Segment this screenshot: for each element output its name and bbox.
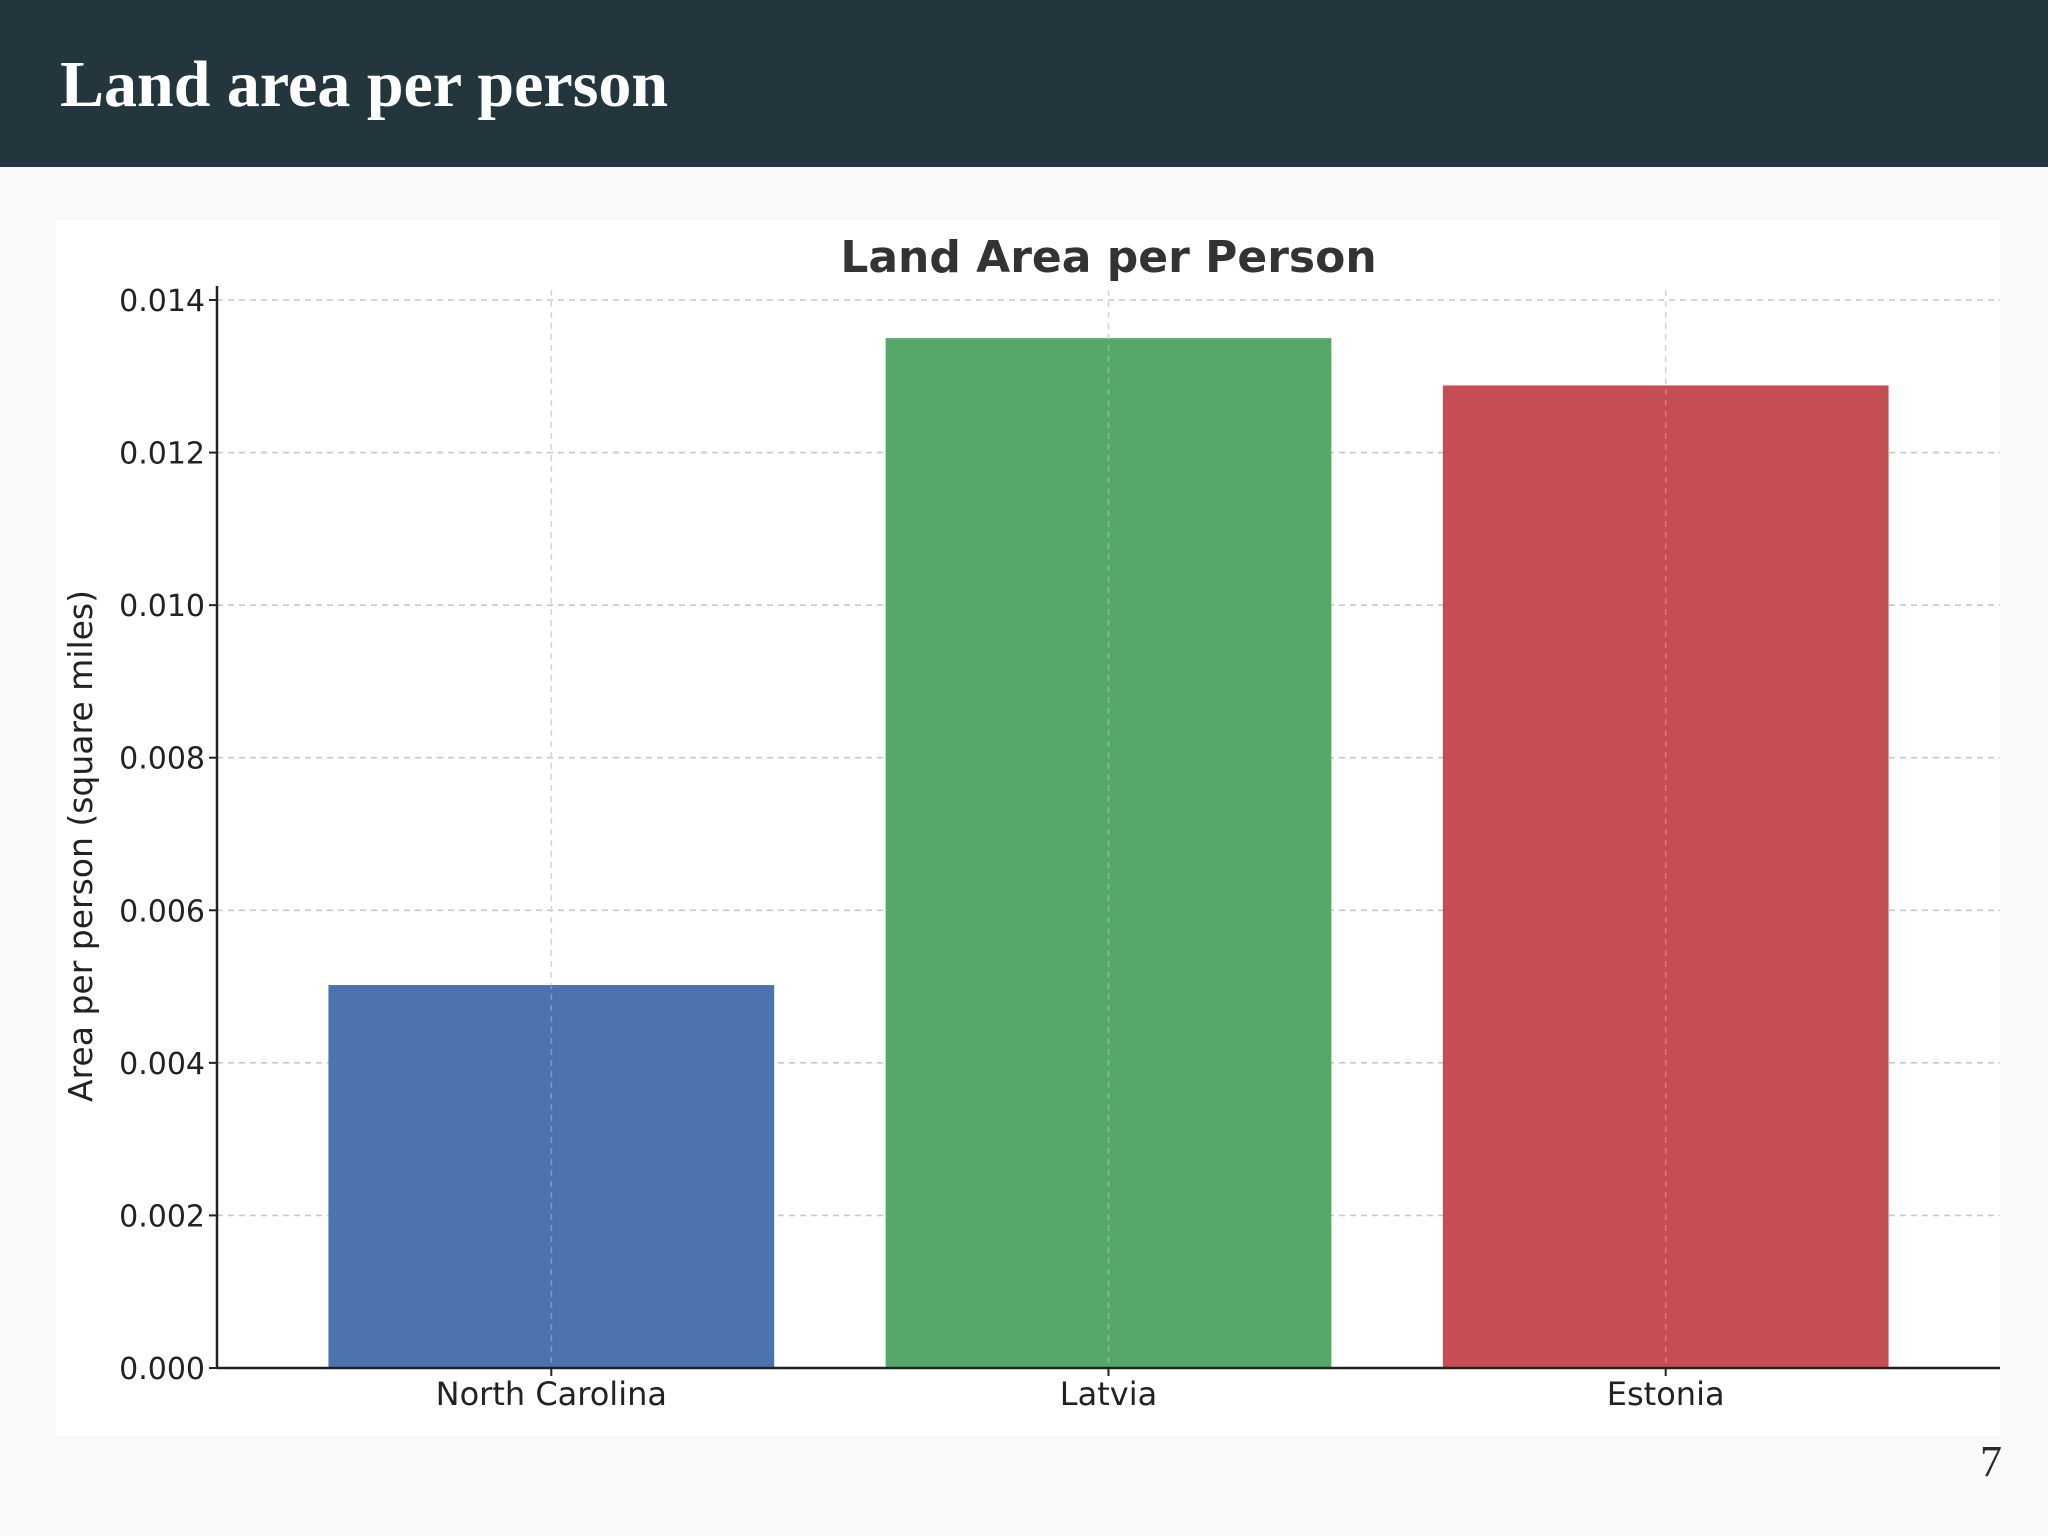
bar-chart: Land Area per Person 0.000 0.002 0.004 0.006…: [61, 232, 2000, 1413]
x-tick-label: North Carolina: [436, 1375, 667, 1413]
bar-latvia: [885, 338, 1332, 1369]
slide-title: Land area per person: [60, 48, 669, 121]
y-tick-label: 0.002: [119, 1199, 205, 1234]
y-tick-label: 0.008: [119, 742, 205, 777]
y-tick-label: 0.012: [119, 437, 205, 472]
slide-header: Land area per person: [0, 0, 2048, 167]
y-tick-label: 0.004: [119, 1047, 205, 1082]
chart-panel: Land Area per Person 0.000 0.002 0.004 0.006…: [56, 220, 2000, 1436]
bar-north-carolina: [328, 985, 775, 1368]
y-tick-label: 0.006: [119, 894, 205, 929]
chart-title: Land Area per Person: [840, 232, 1376, 283]
bar-estonia: [1442, 385, 1889, 1368]
y-tick-label: 0.000: [119, 1352, 205, 1387]
page-number: 7: [1980, 1437, 2002, 1486]
y-tick-label: 0.014: [119, 284, 205, 319]
x-tick-label: Estonia: [1607, 1375, 1725, 1413]
x-tick-label: Latvia: [1060, 1375, 1157, 1413]
y-tick-label: 0.010: [119, 589, 205, 624]
y-axis-label: Area per person (square miles): [61, 590, 100, 1102]
